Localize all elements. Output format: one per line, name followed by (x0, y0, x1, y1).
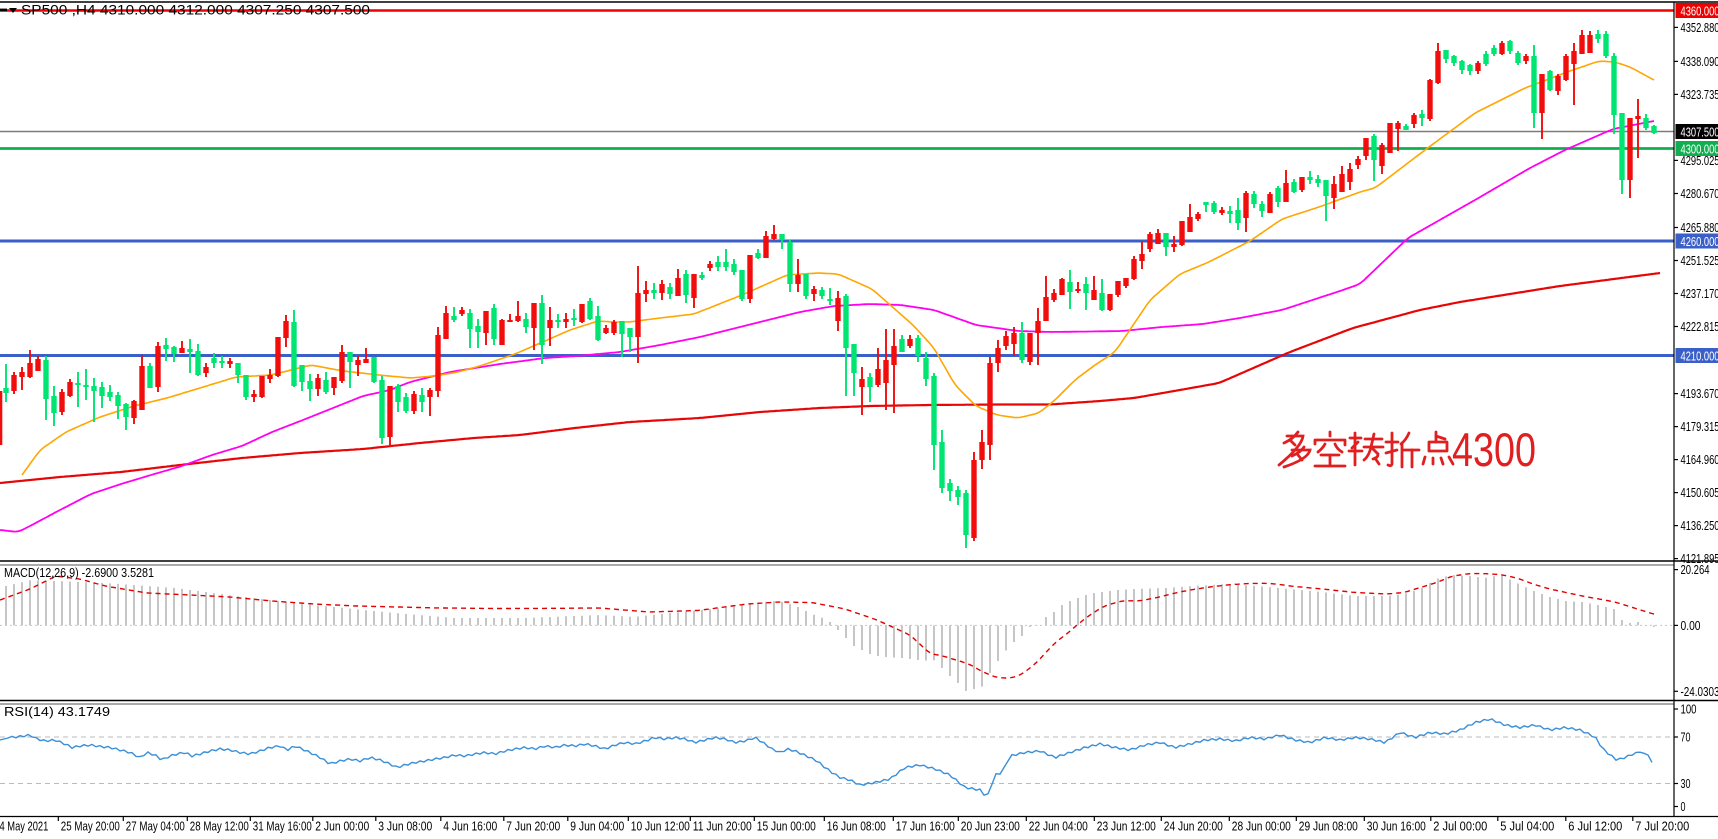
svg-text:30: 30 (1681, 776, 1691, 791)
svg-text:11 Jun 20:00: 11 Jun 20:00 (693, 819, 752, 834)
svg-text:7 Jul 20:00: 7 Jul 20:00 (1635, 819, 1689, 834)
svg-text:23 Jun 12:00: 23 Jun 12:00 (1097, 819, 1156, 834)
svg-text:4338.090: 4338.090 (1681, 54, 1718, 69)
svg-text:7 Jun 20:00: 7 Jun 20:00 (506, 819, 560, 834)
svg-text:27 May 04:00: 27 May 04:00 (126, 819, 185, 834)
svg-text:6 Jul 12:00: 6 Jul 12:00 (1568, 819, 1622, 834)
svg-text:25 May 20:00: 25 May 20:00 (61, 819, 120, 834)
svg-text:15 Jun 00:00: 15 Jun 00:00 (757, 819, 816, 834)
svg-text:4 Jun 16:00: 4 Jun 16:00 (443, 819, 497, 834)
svg-text:2 Jun 00:00: 2 Jun 00:00 (315, 819, 369, 834)
svg-text:16 Jun 08:00: 16 Jun 08:00 (827, 819, 886, 834)
svg-text:4323.735: 4323.735 (1681, 87, 1718, 102)
svg-text:RSI(14) 43.1749: RSI(14) 43.1749 (4, 704, 110, 719)
svg-text:5 Jul 04:00: 5 Jul 04:00 (1500, 819, 1554, 834)
svg-text:4352.880: 4352.880 (1681, 20, 1718, 35)
svg-text:4136.250: 4136.250 (1681, 518, 1718, 533)
svg-text:9 Jun 04:00: 9 Jun 04:00 (570, 819, 624, 834)
svg-text:30 Jun 16:00: 30 Jun 16:00 (1367, 819, 1426, 834)
svg-text:SP500 ,H4 4310.000 4312.000 4: SP500 ,H4 4310.000 4312.000 4307.250 430… (21, 2, 370, 18)
svg-text:20 Jun 23:00: 20 Jun 23:00 (961, 819, 1020, 834)
svg-text:4121.895: 4121.895 (1681, 551, 1718, 566)
svg-text:24 May 2021: 24 May 2021 (0, 819, 48, 834)
svg-text:28 May 12:00: 28 May 12:00 (190, 819, 249, 834)
svg-text:4237.170: 4237.170 (1681, 286, 1718, 301)
svg-text:4164.960: 4164.960 (1681, 452, 1718, 467)
svg-text:4265.880: 4265.880 (1681, 220, 1718, 235)
svg-text:10 Jun 12:00: 10 Jun 12:00 (631, 819, 690, 834)
svg-text:4307.500: 4307.500 (1681, 125, 1718, 140)
svg-text:0: 0 (1681, 799, 1686, 814)
svg-text:0.00: 0.00 (1681, 618, 1701, 633)
svg-text:4179.315: 4179.315 (1681, 419, 1718, 434)
svg-text:22 Jun 04:00: 22 Jun 04:00 (1029, 819, 1088, 834)
svg-text:3 Jun 08:00: 3 Jun 08:00 (378, 819, 432, 834)
svg-text:20.264: 20.264 (1681, 562, 1710, 577)
svg-text:4222.815: 4222.815 (1681, 319, 1718, 334)
svg-text:4280.670: 4280.670 (1681, 186, 1718, 201)
svg-text:70: 70 (1681, 730, 1691, 745)
svg-text:28 Jun 00:00: 28 Jun 00:00 (1232, 819, 1291, 834)
svg-text:2 Jul 00:00: 2 Jul 00:00 (1433, 819, 1487, 834)
svg-text:31 May 16:00: 31 May 16:00 (253, 819, 312, 834)
svg-text:24 Jun 20:00: 24 Jun 20:00 (1164, 819, 1223, 834)
svg-text:4300: 4300 (1452, 423, 1536, 476)
svg-text:-24.0303: -24.0303 (1681, 684, 1718, 699)
svg-text:4210.000: 4210.000 (1681, 349, 1718, 364)
svg-text:4360.000: 4360.000 (1681, 4, 1718, 19)
svg-text:17 Jun 16:00: 17 Jun 16:00 (896, 819, 955, 834)
svg-text:4295.025: 4295.025 (1681, 153, 1718, 168)
svg-text:4193.670: 4193.670 (1681, 386, 1718, 401)
svg-text:MACD(12,26,9) -2.6900 3.5281: MACD(12,26,9) -2.6900 3.5281 (4, 565, 154, 580)
svg-text:4300.000: 4300.000 (1681, 142, 1718, 157)
svg-text:100: 100 (1681, 702, 1697, 717)
svg-text:29 Jun 08:00: 29 Jun 08:00 (1299, 819, 1358, 834)
svg-text:4260.000: 4260.000 (1681, 234, 1718, 249)
svg-text:4150.605: 4150.605 (1681, 485, 1718, 500)
svg-text:4251.525: 4251.525 (1681, 253, 1718, 268)
